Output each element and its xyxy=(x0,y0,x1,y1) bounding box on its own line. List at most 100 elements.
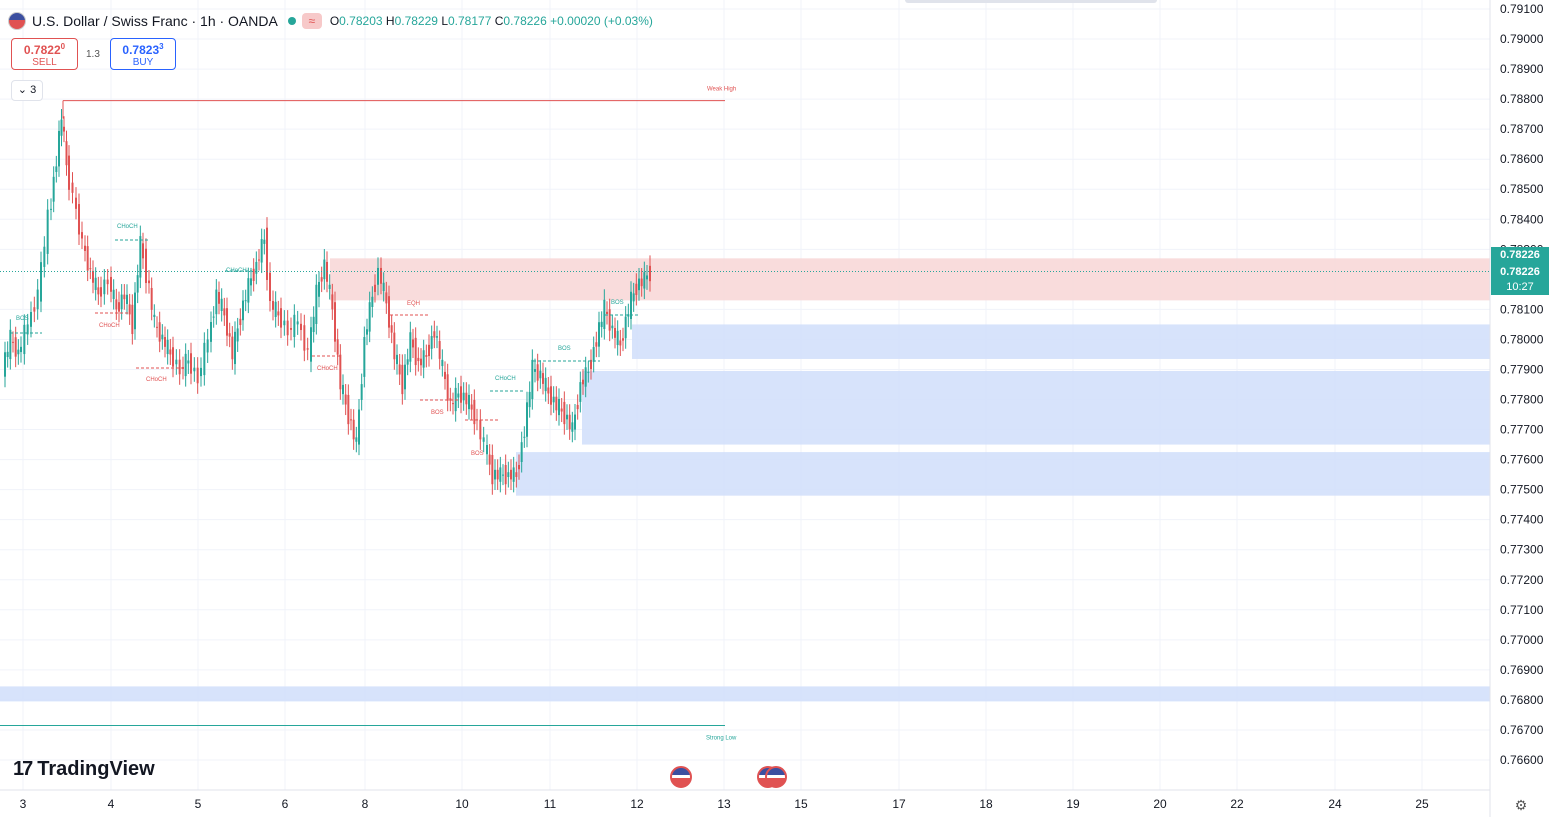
candle-body xyxy=(100,287,102,297)
candle-body xyxy=(255,261,258,274)
buy-button[interactable]: 0.78233 BUY xyxy=(110,38,176,70)
economic-event-icon[interactable] xyxy=(670,766,692,788)
candle-body xyxy=(166,339,169,355)
economic-event-icon[interactable] xyxy=(765,766,787,788)
candle-body xyxy=(380,267,382,284)
price-axis-label: 0.78600 xyxy=(1500,152,1544,166)
time-axis-label: 24 xyxy=(1328,797,1342,811)
open-value: 0.78203 xyxy=(339,14,383,28)
candle-body xyxy=(97,287,100,295)
candle-body xyxy=(218,291,220,304)
price-axis-label: 0.78800 xyxy=(1500,92,1544,106)
candle-body xyxy=(260,239,263,263)
candle-body xyxy=(352,419,355,440)
candle-body xyxy=(619,340,622,346)
low-value: 0.78177 xyxy=(448,14,492,28)
supply-zone xyxy=(330,258,1490,301)
price-axis-label: 0.77400 xyxy=(1500,513,1544,527)
candle-body xyxy=(563,401,566,425)
time-axis-label: 13 xyxy=(717,797,731,811)
candle-body xyxy=(26,324,29,335)
sell-button[interactable]: 0.78220 SELL xyxy=(11,38,78,70)
time-axis-label: 11 xyxy=(544,797,557,811)
candle-body xyxy=(315,284,318,325)
candle-body xyxy=(417,357,420,362)
structure-label: CHoCH xyxy=(99,323,120,329)
candle-body xyxy=(258,259,260,261)
candle-body xyxy=(446,374,449,401)
candle-body xyxy=(640,278,643,287)
candle-body xyxy=(468,394,470,410)
candle-body xyxy=(266,227,268,280)
candle-body xyxy=(555,396,558,411)
candle-body xyxy=(590,359,592,370)
candle-body xyxy=(123,294,126,300)
candle-body xyxy=(196,367,199,384)
candle-body xyxy=(210,322,212,342)
candle-body xyxy=(178,359,181,375)
candle-body xyxy=(150,287,153,310)
candle-body xyxy=(169,349,172,355)
settings-gear-icon[interactable]: ⚙ xyxy=(1514,797,1528,813)
demand-zone xyxy=(516,452,1490,496)
time-axis-label: 25 xyxy=(1415,797,1429,811)
time-axis-label: 8 xyxy=(362,797,369,811)
candle-body xyxy=(600,321,603,328)
candle-body xyxy=(263,239,266,244)
candle-body xyxy=(172,347,174,367)
candle-body xyxy=(608,309,611,331)
candle-body xyxy=(231,336,234,360)
candle-body xyxy=(482,437,485,442)
candle-body xyxy=(164,337,166,347)
market-open-status-icon xyxy=(287,17,296,25)
candle-body xyxy=(486,444,488,455)
candle-body xyxy=(220,298,223,312)
candle-body xyxy=(518,465,520,470)
price-axis-label: 0.78400 xyxy=(1500,212,1544,226)
candle-body xyxy=(547,387,550,394)
time-axis-label: 12 xyxy=(630,797,644,811)
bar-countdown: 10:27 xyxy=(1491,280,1549,295)
indicators-toggle-button[interactable]: ⌄ 3 xyxy=(11,80,43,101)
structure-label: EQH xyxy=(407,301,420,307)
candle-body xyxy=(444,371,446,380)
candle-body xyxy=(252,268,255,281)
candle-body xyxy=(242,300,244,321)
candle-body xyxy=(425,355,428,357)
time-axis-label: 22 xyxy=(1230,797,1244,811)
candle-body xyxy=(452,403,454,405)
candle-body xyxy=(94,277,97,290)
candle-body xyxy=(277,311,280,316)
candle-body xyxy=(473,399,476,425)
price-axis-label: 0.78000 xyxy=(1500,332,1544,346)
candle-body xyxy=(78,204,80,235)
candle-body xyxy=(646,275,648,280)
candle-body xyxy=(412,339,414,348)
structure-label: BOS xyxy=(471,451,484,457)
structure-label: CHoCH xyxy=(317,366,338,372)
candle-body xyxy=(126,294,128,304)
candle-body xyxy=(624,316,627,339)
price-axis-label: 0.77900 xyxy=(1500,362,1544,376)
symbol-title[interactable]: U.S. Dollar / Swiss Franc · 1h · OANDA xyxy=(32,13,278,29)
time-axis-label: 5 xyxy=(195,797,202,811)
tradingview-logo[interactable]: 17 TradingView xyxy=(13,758,155,780)
candle-body xyxy=(318,281,320,297)
wave-icon[interactable]: ≈ xyxy=(301,13,322,29)
candle-body xyxy=(568,414,571,430)
candle-body xyxy=(142,243,144,259)
candle-body xyxy=(223,308,226,316)
price-axis-label: 0.79100 xyxy=(1500,2,1544,16)
candle-body xyxy=(68,155,70,190)
time-axis-label: 20 xyxy=(1153,797,1167,811)
candle-body xyxy=(398,364,401,375)
top-handle[interactable] xyxy=(905,0,1157,3)
change-value: +0.00020 (+0.03%) xyxy=(550,14,653,28)
candle-body xyxy=(89,268,92,270)
candle-body xyxy=(488,454,491,465)
candle-body xyxy=(187,360,190,364)
candle-body xyxy=(552,396,555,403)
candle-body xyxy=(320,277,323,282)
structure-label: CHoCH xyxy=(146,377,167,383)
